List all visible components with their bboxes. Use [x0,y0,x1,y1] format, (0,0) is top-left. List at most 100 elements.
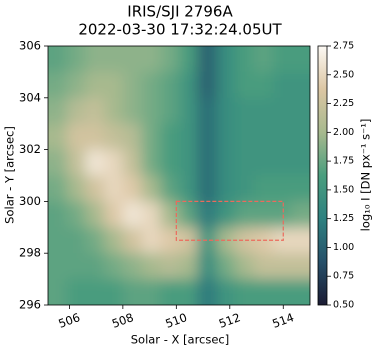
heat-cell [66,279,86,305]
heat-cell [66,71,86,99]
heat-cell [235,201,255,228]
heat-cell [253,279,274,305]
heat-cell [122,149,143,176]
heat-cell [272,149,292,176]
heat-cell [197,46,217,73]
heat-cell [216,97,236,125]
heat-cell [235,71,255,99]
heat-cell [104,46,124,73]
heat-cell [160,175,180,202]
heat-cell [141,71,161,99]
heat-cell [141,149,161,176]
heat-cell [197,227,217,254]
heat-cell [272,97,292,125]
heat-cell [235,175,255,202]
heat-cell [141,175,161,202]
heat-cell [291,46,310,73]
heat-cell [197,149,217,176]
heat-cell [66,123,86,151]
chart-subtitle: 2022-03-30 17:32:24.05UT [78,21,282,39]
heat-cell [253,149,274,176]
heat-cell [141,123,161,151]
y-tick-label: 300 [19,194,41,208]
heat-cell [104,97,124,125]
heat-cell [160,279,180,305]
x-tick-label: 510 [163,310,188,331]
heat-cell [160,201,180,228]
colorbar-tick-label: 0.75 [333,271,354,282]
y-tick-label: 306 [19,39,41,53]
heat-cell [160,149,180,176]
heat-cell [291,71,310,99]
heat-cell [104,279,124,305]
heat-cell [104,201,124,228]
heat-cell [66,97,86,125]
heat-cell [272,46,292,73]
heat-cell [85,71,105,99]
heat-cell [272,279,292,305]
heat-cell [160,227,180,254]
x-tick-label: 514 [270,310,295,331]
colorbar-tick-label: 1.75 [333,156,354,167]
heat-cell [291,123,310,151]
heat-cell [85,46,105,73]
x-axis-label: Solar - X [arcsec] [131,333,230,347]
heat-cell [197,279,217,305]
heat-cell [197,201,217,228]
heat-cell [272,123,292,151]
heat-cell [66,46,86,73]
heat-cell [85,149,105,176]
heat-cell [48,201,68,228]
heat-cell [48,46,68,73]
heat-cell [179,279,199,305]
heat-cell [122,71,143,99]
heat-cell [291,149,310,176]
heat-cell [272,71,292,99]
heat-cell [104,71,124,99]
image-area [48,46,310,305]
heat-cell [160,123,180,151]
heat-cell [291,175,310,202]
heat-cell [85,227,105,254]
heat-cell [197,71,217,99]
colorbar-label: log₁₀ I [DN px⁻¹ s⁻¹] [359,119,373,232]
y-tick-label: 304 [19,90,41,104]
heat-cell [291,279,310,305]
heat-cell [197,175,217,202]
y-axis-label: Solar - Y [arcsec] [3,126,17,224]
heat-cell [104,149,124,176]
heat-cell [48,71,68,99]
heat-cell [104,123,124,151]
heat-cell [66,227,86,254]
heat-cell [179,46,199,73]
x-tick-label: 506 [57,310,82,331]
heat-cell [66,175,86,202]
colorbar-tick-label: 2.50 [333,69,354,80]
heat-cell [85,201,105,228]
heat-cell [122,46,143,73]
colorbar [317,45,328,306]
heat-cell [179,71,199,99]
colorbar-tick-label: 2.75 [333,41,354,52]
y-tick-label: 296 [19,298,41,312]
heat-cell [48,149,68,176]
heat-cell [179,201,199,228]
chart-title: IRIS/SJI 2796A [127,3,233,21]
heat-cell [141,46,161,73]
heat-cell [235,253,255,280]
heat-cell [197,123,217,151]
heat-cell [291,201,310,228]
heat-cell [179,175,199,202]
heat-cell [179,97,199,125]
colorbar-tick-label: 2.25 [333,98,354,109]
heat-cell [235,97,255,125]
heat-cell [122,123,143,151]
heat-cell [66,253,86,280]
heat-cell [235,46,255,73]
heat-cell [235,279,255,305]
heat-cell [104,175,124,202]
heat-cell [85,253,105,280]
heat-cell [235,123,255,151]
heat-cell [85,279,105,305]
